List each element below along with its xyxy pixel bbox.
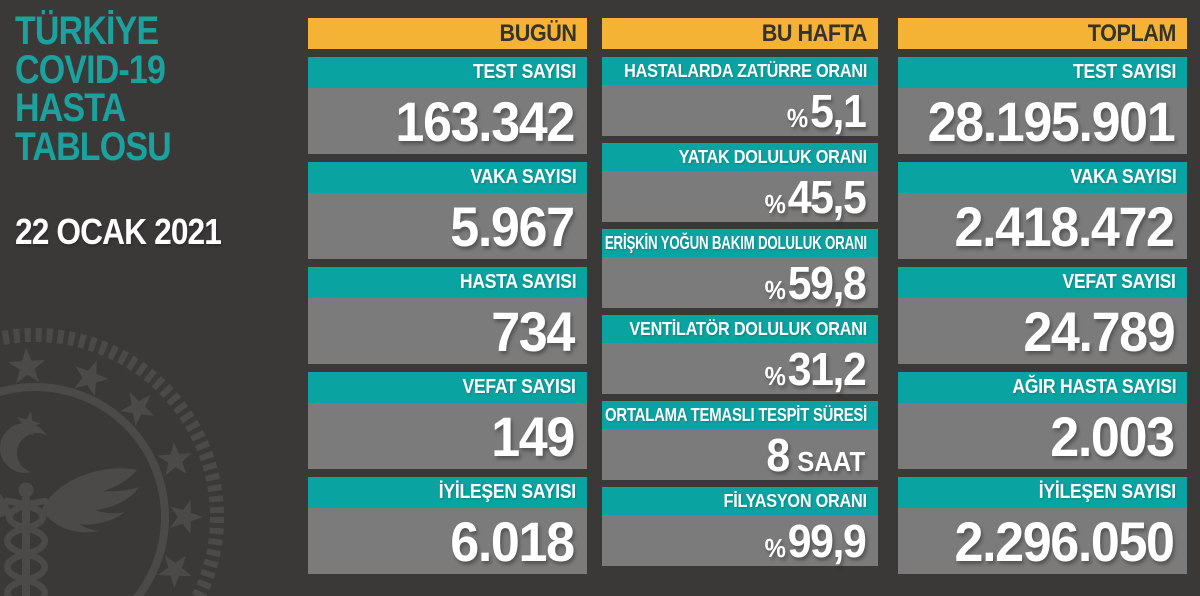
stat-label: ERİŞKİN YOĞUN BAKIM DOLULUK ORANI: [602, 229, 878, 257]
stat-value-number: 5,1: [809, 84, 867, 137]
stat-label: İYİLEŞEN SAYISI: [898, 477, 1187, 508]
stat-value-number: 59,8: [787, 256, 866, 309]
column-header-label: BUGÜN: [499, 19, 576, 47]
stat-value-number: 734: [491, 299, 575, 363]
stat-value: 28.195.901: [898, 88, 1187, 154]
stat-value-number: 163.342: [395, 89, 575, 153]
stat-label: FİLYASYON ORANI: [602, 487, 878, 515]
stat-card: VAKA SAYISI 5.967: [308, 162, 587, 259]
stat-label: HASTA SAYISI: [308, 267, 587, 298]
stat-card: HASTALARDA ZATÜRRE ORANI %5,1: [602, 57, 878, 137]
stat-value: 149: [308, 403, 587, 469]
stat-card: ERİŞKİN YOĞUN BAKIM DOLULUK ORANI %59,8: [602, 229, 878, 309]
stat-card: İYİLEŞEN SAYISI 2.296.050: [898, 477, 1187, 574]
stat-value-number: 2.003: [1050, 404, 1176, 468]
stat-label: VEFAT SAYISI: [898, 267, 1187, 298]
stat-label: VENTİLATÖR DOLULUK ORANI: [602, 315, 878, 343]
stat-label: ORTALAMA TEMASLI TESPİT SÜRESİ: [602, 401, 878, 429]
stat-card: TEST SAYISI 163.342: [308, 57, 587, 154]
stat-value: 6.018: [308, 508, 587, 574]
column-bugun-cards: TEST SAYISI 163.342 VAKA SAYISI 5.967 HASTA …: [308, 57, 587, 574]
stat-card: VAKA SAYISI 2.418.472: [898, 162, 1187, 259]
stat-value-prefix: %: [764, 276, 786, 305]
stat-value: %59,8: [602, 256, 878, 309]
stat-value-number: 28.195.901: [927, 89, 1175, 153]
stat-label: VAKA SAYISI: [898, 162, 1187, 193]
column-toplam: TOPLAM TEST SAYISI 28.195.901 VAKA SAYISI 2…: [898, 18, 1187, 574]
stat-value: %31,2: [602, 342, 878, 395]
stat-card: VEFAT SAYISI 149: [308, 372, 587, 469]
column-bu-hafta-cards: HASTALARDA ZATÜRRE ORANI %5,1 YATAK DOLULU…: [602, 57, 878, 567]
stat-card: FİLYASYON ORANI %99,9: [602, 487, 878, 567]
stat-card: İYİLEŞEN SAYISI 6.018: [308, 477, 587, 574]
stat-value: 2.418.472: [898, 193, 1187, 259]
report-date: 22 OCAK 2021: [15, 211, 222, 252]
stat-value-number: 99,9: [787, 514, 866, 567]
stat-label: TEST SAYISI: [898, 57, 1187, 88]
stat-card: VEFAT SAYISI 24.789: [898, 267, 1187, 364]
page-title-line: TABLOSU: [15, 124, 172, 169]
column-header-label: TOPLAM: [1087, 19, 1177, 47]
stat-card: ORTALAMA TEMASLI TESPİT SÜRESİ 8 SAAT: [602, 401, 878, 481]
stat-value-prefix: %: [764, 362, 786, 391]
stat-value: 5.967: [308, 193, 587, 259]
stat-label: İYİLEŞEN SAYISI: [308, 477, 587, 508]
stat-value-number: 31,2: [787, 342, 866, 395]
stat-value-prefix: %: [764, 190, 786, 219]
stat-card: VENTİLATÖR DOLULUK ORANI %31,2: [602, 315, 878, 395]
stat-value: 24.789: [898, 298, 1187, 364]
stat-value-number: 5.967: [450, 194, 576, 258]
stat-label: AĞIR HASTA SAYISI: [898, 372, 1187, 403]
stat-value: %45,5: [602, 170, 878, 223]
stat-value: 2.003: [898, 403, 1187, 469]
stat-value-number: 2.296.050: [954, 509, 1176, 573]
emblem-caduceus: [0, 468, 139, 596]
column-bugun: BUGÜN TEST SAYISI 163.342 VAKA SAYISI 5.967…: [308, 18, 587, 574]
stat-value-prefix: %: [764, 534, 786, 563]
stat-label: VAKA SAYISI: [308, 162, 587, 193]
page-title-line: TÜRKİYE: [15, 9, 159, 53]
page-title-line: COVID-19: [15, 47, 166, 92]
column-header-bu-hafta: BU HAFTA: [602, 18, 878, 49]
page-title-line: HASTA: [15, 86, 126, 130]
stat-label: TEST SAYISI: [308, 57, 587, 88]
stat-value: 163.342: [308, 88, 587, 154]
column-header-toplam: TOPLAM: [898, 18, 1187, 49]
stat-value-number: 2.418.472: [954, 194, 1176, 258]
stat-value: 2.296.050: [898, 508, 1187, 574]
stat-label: YATAK DOLULUK ORANI: [602, 143, 878, 171]
stat-value-number: 24.789: [1023, 299, 1175, 363]
page-title: TÜRKİYE COVID-19 HASTA TABLOSU: [15, 9, 172, 169]
stat-value-number: 8: [766, 428, 790, 481]
stat-card: HASTA SAYISI 734: [308, 267, 587, 364]
column-toplam-cards: TEST SAYISI 28.195.901 VAKA SAYISI 2.418.47…: [898, 57, 1187, 574]
ministry-of-health-emblem-icon: [0, 328, 224, 596]
column-header-bugun: BUGÜN: [308, 18, 587, 49]
stat-value-number: 45,5: [787, 170, 866, 223]
stat-label: HASTALARDA ZATÜRRE ORANI: [602, 57, 878, 85]
stat-value-number: 6.018: [450, 509, 576, 573]
stat-value: 8 SAAT: [602, 428, 878, 481]
stat-card: TEST SAYISI 28.195.901: [898, 57, 1187, 154]
stat-value-suffix: SAAT: [797, 445, 865, 477]
stat-value-number: 149: [491, 404, 575, 468]
stat-card: AĞIR HASTA SAYISI 2.003: [898, 372, 1187, 469]
stat-value: 734: [308, 298, 587, 364]
stat-value-prefix: %: [786, 104, 808, 133]
column-header-label: BU HAFTA: [761, 19, 868, 47]
stat-label: VEFAT SAYISI: [308, 372, 587, 403]
column-bu-hafta: BU HAFTA HASTALARDA ZATÜRRE ORANI %5,1 YAT…: [602, 18, 878, 567]
stat-value: %99,9: [602, 514, 878, 567]
stat-value: %5,1: [602, 84, 878, 137]
emblem-crescent-star: [0, 408, 57, 473]
stat-card: YATAK DOLULUK ORANI %45,5: [602, 143, 878, 223]
